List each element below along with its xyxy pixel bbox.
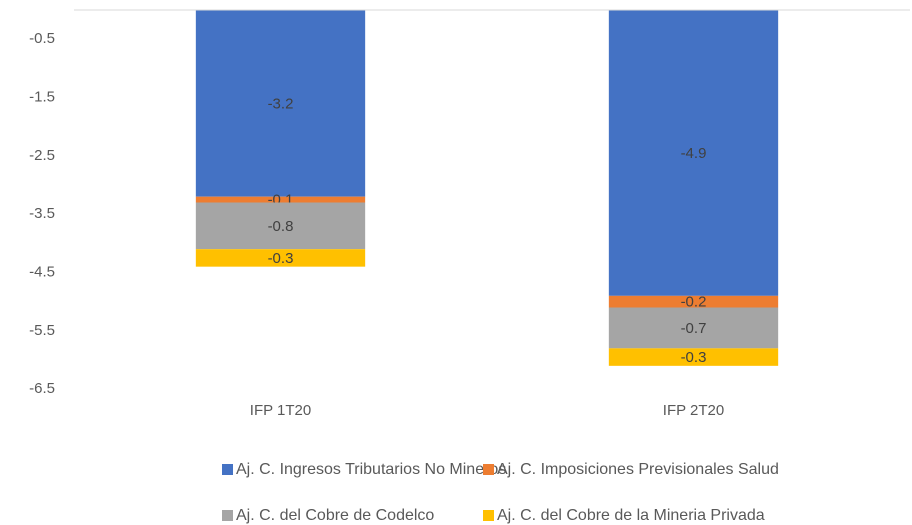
legend-label: Aj. C. del Cobre de Codelco — [236, 507, 434, 524]
bar-segment — [608, 348, 779, 366]
x-tick-label: IFP 2T20 — [663, 402, 724, 419]
y-tick-label: -0.5 — [29, 30, 55, 47]
y-tick-label: -4.5 — [29, 263, 55, 280]
legend-swatch — [483, 510, 494, 521]
bar-segment — [195, 249, 366, 267]
bar-segment — [608, 295, 779, 308]
y-tick-label: -6.5 — [29, 380, 55, 397]
x-tick-label: IFP 1T20 — [250, 402, 311, 419]
legend-swatch — [483, 464, 494, 475]
bar-segment — [195, 196, 366, 203]
y-tick-label: -5.5 — [29, 322, 55, 339]
y-tick-label: -3.5 — [29, 205, 55, 222]
value-label: -0.3 — [268, 250, 294, 267]
bar-segment — [195, 10, 366, 197]
legend-label: Aj. C. Imposiciones Previsionales Salud — [497, 461, 779, 478]
bar-segment — [608, 10, 779, 296]
y-tick-label: -1.5 — [29, 88, 55, 105]
bar-segment — [608, 307, 779, 349]
value-label: -3.2 — [268, 95, 294, 112]
bar-segment — [195, 202, 366, 250]
legend-swatch — [222, 464, 233, 475]
legend-swatch — [222, 510, 233, 521]
legend-label: Aj. C. del Cobre de la Mineria Privada — [497, 507, 765, 524]
legend-label: Aj. C. Ingresos Tributarios No Mineros — [236, 461, 506, 478]
value-label: -4.9 — [681, 145, 707, 162]
value-label: -0.8 — [268, 218, 294, 235]
value-label: -0.2 — [681, 294, 707, 311]
y-tick-label: -2.5 — [29, 147, 55, 164]
value-label: -0.7 — [681, 320, 707, 337]
value-label: -0.3 — [681, 349, 707, 366]
